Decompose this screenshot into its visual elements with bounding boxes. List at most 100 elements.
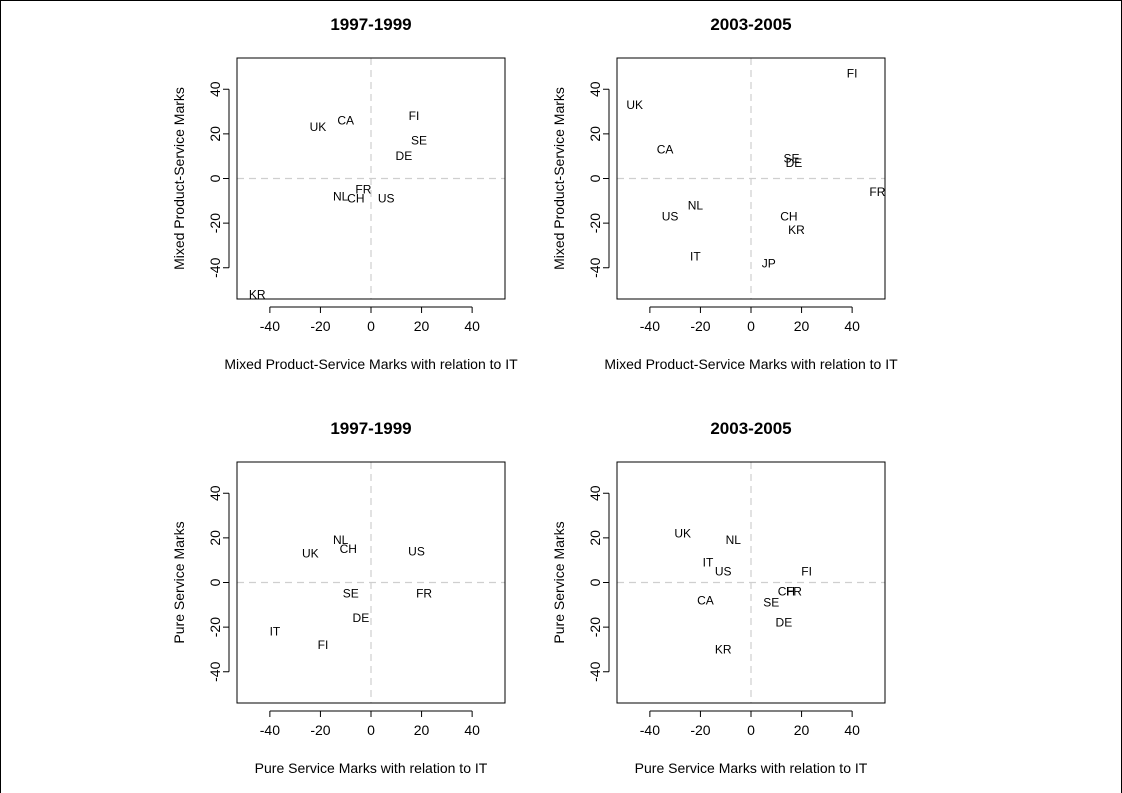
chart-title: 2003-2005 [710, 419, 791, 438]
point-label-us: US [378, 192, 395, 206]
x-tick-label: -20 [310, 722, 330, 738]
x-tick-label: -20 [310, 318, 330, 334]
y-tick-label: 0 [207, 578, 223, 586]
x-tick-label: 0 [367, 722, 375, 738]
x-tick-label: 20 [414, 722, 430, 738]
x-tick-label: 20 [794, 722, 810, 738]
x-tick-label: -40 [640, 318, 660, 334]
x-tick-label: 20 [794, 318, 810, 334]
y-axis-label: Pure Service Marks [551, 521, 567, 643]
panel-pure-2003-2005: 2003-2005 -40 -20 0 20 40 -40 -20 0 20 40 Pure Serv… [551, 419, 886, 776]
chart-title: 2003-2005 [710, 15, 791, 34]
plot-box [236, 57, 506, 300]
y-tick-label: -20 [207, 617, 223, 637]
y-tick-label: 20 [587, 126, 603, 142]
point-label-ch: CH [780, 209, 797, 223]
x-tick-label: 0 [747, 722, 755, 738]
point-label-kr: KR [788, 223, 805, 237]
point-label-fr: FR [869, 185, 885, 199]
y-tick-label: 0 [207, 174, 223, 182]
y-tick-label: -40 [587, 257, 603, 277]
point-label-nl: NL [726, 533, 742, 547]
point-label-fr: FR [355, 183, 371, 197]
x-axis-label: Pure Service Marks with relation to IT [255, 760, 488, 776]
y-tick-label: 0 [587, 174, 603, 182]
point-label-nl: NL [688, 198, 704, 212]
x-tick-label: 20 [414, 318, 430, 334]
panel-mixed-2003-2005: 2003-2005 -40 -20 0 20 40 -40 -20 0 20 40 Mixed Pro… [551, 15, 898, 372]
x-tick-label: -40 [640, 722, 660, 738]
plot-box [616, 461, 886, 704]
point-label-ca: CA [657, 142, 674, 156]
x-tick-label: 40 [464, 722, 480, 738]
x-axis-label: Mixed Product-Service Marks with relatio… [224, 356, 518, 372]
y-tick-label: 20 [207, 126, 223, 142]
point-label-kr: KR [715, 642, 732, 656]
chart-title: 1997-1999 [330, 419, 411, 438]
x-tick-label: 40 [464, 318, 480, 334]
point-label-ch: CH [347, 192, 364, 206]
point-label-nl: NL [333, 189, 349, 203]
point-label-it: IT [703, 555, 714, 569]
y-tick-label: -40 [587, 661, 603, 681]
point-label-it: IT [270, 625, 281, 639]
y-tick-label: 40 [207, 485, 223, 501]
y-tick-label: 0 [587, 578, 603, 586]
point-label-se: SE [783, 151, 799, 165]
point-label-de: DE [786, 156, 803, 170]
y-axis-label: Mixed Product-Service Marks [171, 87, 187, 270]
point-label-us: US [662, 209, 679, 223]
x-tick-label: -20 [690, 318, 710, 334]
point-label-se: SE [411, 134, 427, 148]
panel-mixed-1997-1999: 1997-1999 -40 -20 0 20 40 -40 -20 0 20 40 Mixed Pro… [171, 15, 518, 372]
x-tick-label: -20 [690, 722, 710, 738]
x-axis-label: Pure Service Marks with relation to IT [635, 760, 868, 776]
y-tick-label: -40 [207, 661, 223, 681]
y-tick-label: -20 [207, 213, 223, 233]
x-tick-label: -40 [260, 722, 280, 738]
x-axis-label: Mixed Product-Service Marks with relatio… [604, 356, 898, 372]
y-tick-label: -40 [207, 257, 223, 277]
x-tick-label: 0 [367, 318, 375, 334]
y-tick-label: 40 [587, 485, 603, 501]
point-label-se: SE [343, 587, 359, 601]
point-label-kr: KR [249, 288, 266, 302]
point-label-ch: CH [340, 542, 357, 556]
y-axis-label: Pure Service Marks [171, 521, 187, 643]
point-label-de: DE [353, 611, 370, 625]
x-tick-label: -40 [260, 318, 280, 334]
y-tick-label: 40 [207, 81, 223, 97]
point-label-de: DE [776, 616, 793, 630]
point-label-se: SE [763, 596, 779, 610]
point-label-uk: UK [626, 98, 643, 112]
point-label-us: US [408, 544, 425, 558]
y-tick-label: 20 [207, 530, 223, 546]
point-label-us: US [715, 564, 732, 578]
panel-pure-1997-1999: 1997-1999 -40 -20 0 20 40 -40 -20 0 20 40 Pure Serv… [171, 419, 506, 776]
point-label-fi: FI [847, 67, 858, 81]
y-tick-label: -20 [587, 213, 603, 233]
point-label-uk: UK [674, 526, 691, 540]
x-tick-label: 0 [747, 318, 755, 334]
y-axis-label: Mixed Product-Service Marks [551, 87, 567, 270]
point-label-uk: UK [310, 120, 327, 134]
plot-box [616, 57, 886, 300]
point-label-fi: FI [318, 638, 329, 652]
point-label-ca: CA [337, 113, 354, 127]
x-tick-label: 40 [844, 722, 860, 738]
point-label-fi: FI [801, 564, 812, 578]
chart-title: 1997-1999 [330, 15, 411, 34]
point-label-fr: FR [416, 587, 432, 601]
point-label-uk: UK [302, 546, 319, 560]
y-tick-label: 20 [587, 530, 603, 546]
y-tick-label: -20 [587, 617, 603, 637]
point-label-jp: JP [762, 256, 776, 270]
point-label-nl: NL [333, 533, 349, 547]
point-label-fr: FR [786, 584, 802, 598]
point-label-ch: CH [778, 584, 795, 598]
point-label-ca: CA [697, 593, 714, 607]
point-label-it: IT [690, 250, 701, 264]
x-tick-label: 40 [844, 318, 860, 334]
point-label-fi: FI [409, 109, 420, 123]
